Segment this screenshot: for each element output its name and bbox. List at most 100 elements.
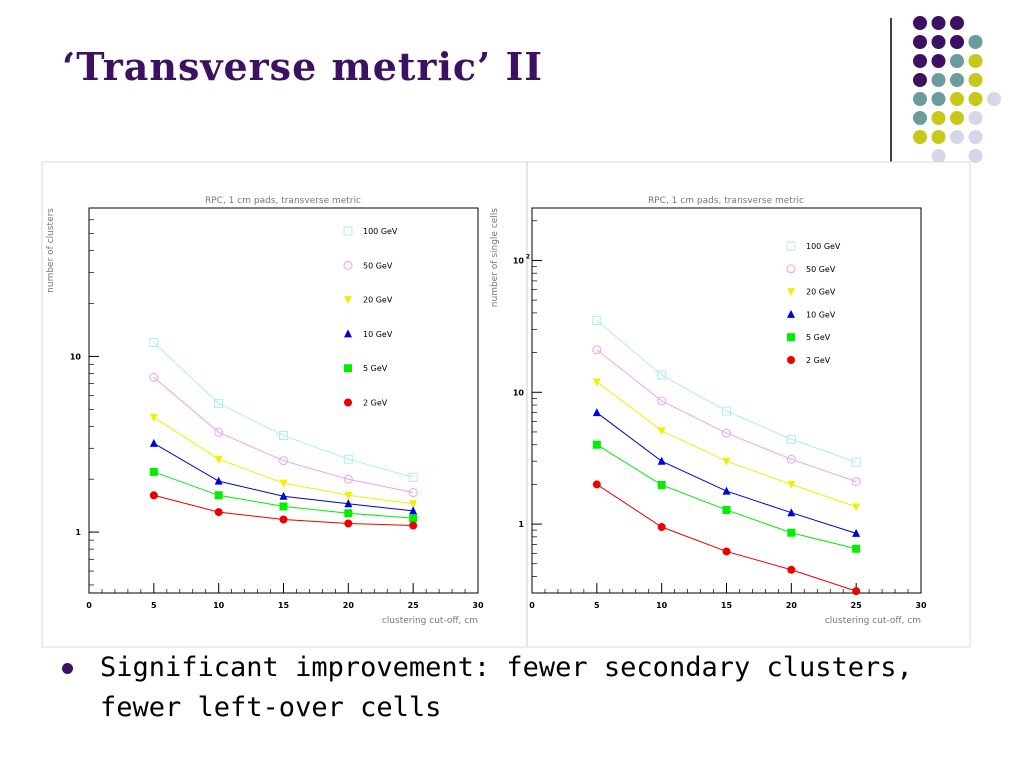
marker-open-square bbox=[149, 338, 159, 348]
legend-label: 20 GeV bbox=[806, 288, 836, 297]
marker-triangle-up bbox=[592, 408, 601, 417]
marker-triangle-down bbox=[592, 378, 601, 387]
marker-circle bbox=[592, 480, 601, 489]
series-50-gev bbox=[592, 345, 861, 487]
marker-open-square bbox=[657, 370, 667, 380]
marker-square bbox=[344, 509, 353, 518]
marker-triangle-up bbox=[787, 309, 795, 318]
y-tick-label: 10 bbox=[70, 352, 82, 361]
decor-dot bbox=[968, 54, 983, 68]
marker-open-square bbox=[279, 430, 288, 440]
marker-circle bbox=[787, 356, 795, 364]
series-5-gev bbox=[592, 440, 861, 553]
marker-open-square bbox=[343, 226, 353, 236]
marker-circle bbox=[344, 519, 353, 528]
series-10-gev bbox=[592, 408, 861, 537]
x-tick-label: 20 bbox=[343, 601, 355, 610]
charts-area: RPC, 1 cm pads, transverse metric cluster… bbox=[0, 150, 1024, 650]
x-tick-label: 5 bbox=[151, 601, 157, 610]
decor-dot bbox=[950, 111, 964, 125]
series-20-gev bbox=[592, 378, 861, 512]
x-tick-label: 25 bbox=[408, 601, 420, 610]
legend-label: 50 GeV bbox=[363, 261, 393, 270]
decor-dot bbox=[913, 54, 927, 68]
x-tick-label: 0 bbox=[86, 601, 92, 610]
decor-dot bbox=[968, 111, 983, 125]
marker-open-square bbox=[786, 434, 796, 444]
slide-title: ‘Transverse metric’ II bbox=[62, 44, 544, 89]
marker-circle bbox=[409, 521, 418, 530]
decor-dot bbox=[931, 73, 946, 87]
decor-dot bbox=[931, 92, 946, 106]
series-2-gev bbox=[149, 491, 418, 530]
decor-dot bbox=[931, 111, 946, 125]
decor-dot bbox=[913, 35, 927, 49]
decor-dot bbox=[931, 35, 946, 49]
marker-open-circle bbox=[214, 427, 224, 437]
marker-square bbox=[787, 528, 796, 537]
decor-dot bbox=[950, 92, 964, 106]
y-axis-label: number of single cells bbox=[490, 208, 500, 308]
decor-dot bbox=[913, 16, 927, 30]
marker-triangle-down bbox=[149, 413, 158, 422]
marker-triangle-down bbox=[279, 479, 288, 488]
legend-label: 20 GeV bbox=[363, 296, 393, 305]
series-100-gev bbox=[592, 316, 861, 467]
marker-triangle-down bbox=[787, 288, 795, 297]
decor-dot bbox=[968, 35, 983, 49]
marker-triangle-down bbox=[787, 480, 796, 489]
decor-dot bbox=[913, 130, 927, 144]
marker-triangle-up bbox=[214, 476, 223, 485]
x-tick-label: 25 bbox=[851, 601, 863, 610]
series-10-gev bbox=[149, 438, 418, 515]
decor-dot bbox=[968, 92, 983, 106]
legend-label: 2 GeV bbox=[806, 356, 831, 365]
marker-square bbox=[214, 491, 223, 500]
legend-label: 5 GeV bbox=[363, 364, 388, 373]
marker-open-square bbox=[592, 316, 602, 326]
decor-dot bbox=[913, 92, 927, 106]
series-5-gev bbox=[149, 467, 418, 523]
decor-dot bbox=[968, 130, 983, 144]
decor-dot bbox=[950, 35, 964, 49]
x-tick-label: 5 bbox=[594, 601, 600, 610]
decor-dot bbox=[950, 130, 964, 144]
legend-label: 50 GeV bbox=[806, 265, 836, 274]
marker-triangle-up bbox=[852, 528, 861, 537]
decor-dot bbox=[931, 54, 946, 68]
marker-circle bbox=[852, 587, 861, 596]
marker-triangle-down bbox=[214, 455, 223, 464]
marker-open-square bbox=[786, 241, 796, 251]
series-line bbox=[153, 342, 414, 478]
chart-title: RPC, 1 cm pads, transverse metric bbox=[648, 196, 804, 206]
marker-triangle-up bbox=[787, 508, 796, 517]
marker-open-circle bbox=[786, 264, 796, 274]
marker-open-circle bbox=[851, 477, 861, 487]
marker-circle bbox=[657, 523, 666, 532]
legend-label: 100 GeV bbox=[363, 227, 398, 236]
marker-square bbox=[149, 467, 158, 476]
marker-triangle-down bbox=[722, 457, 731, 466]
y-tick-label: 10 bbox=[513, 388, 525, 397]
marker-circle bbox=[149, 491, 158, 500]
marker-triangle-up bbox=[409, 506, 418, 515]
y-axis-label: number of clusters bbox=[46, 208, 56, 293]
marker-square bbox=[852, 544, 861, 553]
marker-triangle-down bbox=[852, 503, 861, 512]
decor-dot bbox=[950, 16, 964, 30]
marker-triangle-down bbox=[657, 427, 666, 436]
legend-label: 100 GeV bbox=[806, 242, 841, 251]
chart-2: RPC, 1 cm pads, transverse metric cluster… bbox=[490, 196, 927, 626]
legend-label: 2 GeV bbox=[363, 399, 388, 408]
series-20-gev bbox=[149, 413, 418, 509]
decor-dot bbox=[950, 54, 964, 68]
marker-open-square bbox=[214, 398, 224, 408]
marker-open-circle bbox=[592, 345, 602, 355]
marker-circle bbox=[787, 565, 796, 574]
marker-square bbox=[344, 364, 352, 373]
x-tick-label: 15 bbox=[721, 601, 733, 610]
x-axis-label: clustering cut-off, cm bbox=[825, 616, 921, 626]
series-line bbox=[596, 349, 857, 483]
series-line bbox=[596, 320, 857, 463]
marker-triangle-up bbox=[344, 499, 353, 508]
